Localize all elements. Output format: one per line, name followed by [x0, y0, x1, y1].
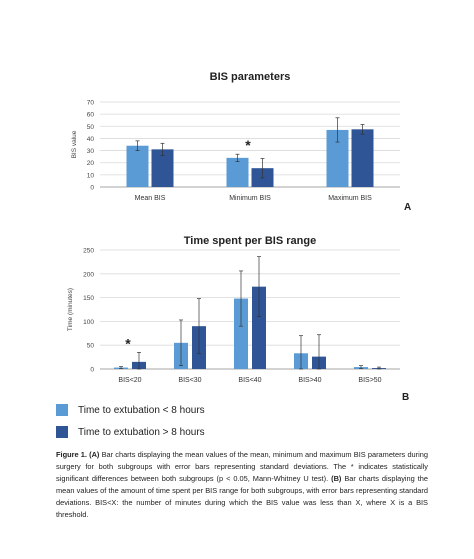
chart-time-per-bis-range: Time spent per BIS range 0 50 100 150 200 250 T… — [67, 235, 409, 400]
legend-label-under-8h: Time to extubation < 8 hours — [78, 404, 205, 416]
category-label: BIS<20 — [118, 377, 141, 384]
chart-bis-parameters: BIS parameters 0 10 20 30 40 50 60 70 BIS value Me… — [71, 71, 411, 213]
y-tick-label: 30 — [87, 148, 95, 155]
caption-text-b: Bar charts displaying the mean values of… — [56, 474, 429, 519]
category-label: BIS<40 — [238, 377, 261, 384]
y-axis-label: Time (minutes) — [67, 288, 74, 331]
bar — [126, 145, 149, 187]
y-tick-label: 70 — [87, 100, 95, 107]
y-tick-label: 50 — [87, 124, 95, 131]
y-tick-label: 60 — [87, 112, 95, 119]
y-axis-label: BIS value — [71, 130, 78, 158]
chart-title: Time spent per BIS range — [184, 235, 316, 247]
chart-title: BIS parameters — [210, 71, 291, 83]
y-tick-label: 40 — [87, 136, 95, 143]
y-tick-label: 0 — [90, 367, 94, 374]
y-tick-label: 150 — [83, 295, 94, 302]
legend-item-under-8h: Time to extubation < 8 hours — [56, 402, 205, 418]
panel-label: B — [402, 392, 409, 400]
y-tick-label: 10 — [87, 172, 95, 179]
legend: Time to extubation < 8 hours Time to ext… — [56, 402, 205, 446]
legend-swatch-dark — [56, 426, 68, 438]
y-tick-label: 200 — [83, 271, 94, 278]
y-tick-label: 50 — [87, 343, 95, 350]
significance-marker: * — [245, 137, 251, 153]
category-label: Mean BIS — [135, 195, 166, 202]
panel-label: A — [404, 202, 411, 213]
figure-canvas: BIS parameters 0 10 20 30 40 50 60 70 BIS value Me… — [67, 71, 411, 400]
significance-marker: * — [125, 335, 131, 351]
category-label: BIS<30 — [178, 377, 201, 384]
y-tick-label: 0 — [90, 185, 94, 192]
bar — [234, 298, 248, 369]
figure-caption: Figure 1. (A) Bar charts displaying the … — [56, 449, 428, 521]
bar — [351, 129, 374, 187]
caption-bold-b: (B) — [331, 474, 342, 483]
category-label: BIS>40 — [298, 377, 321, 384]
bar — [151, 149, 174, 187]
y-tick-label: 250 — [83, 248, 94, 255]
y-tick-label: 100 — [83, 319, 94, 326]
bar — [226, 157, 249, 187]
legend-swatch-light — [56, 404, 68, 416]
y-tick-label: 20 — [87, 160, 95, 167]
legend-item-over-8h: Time to extubation > 8 hours — [56, 424, 205, 440]
caption-text-a: Bar charts displaying the mean values of… — [56, 450, 428, 483]
legend-label-over-8h: Time to extubation > 8 hours — [78, 426, 205, 438]
caption-bold-a: Figure 1. (A) — [56, 450, 100, 459]
category-label: BIS>50 — [358, 377, 381, 384]
category-label: Maximum BIS — [328, 195, 372, 202]
category-label: Minimum BIS — [229, 195, 271, 202]
bar — [326, 129, 349, 187]
bar — [252, 286, 266, 369]
